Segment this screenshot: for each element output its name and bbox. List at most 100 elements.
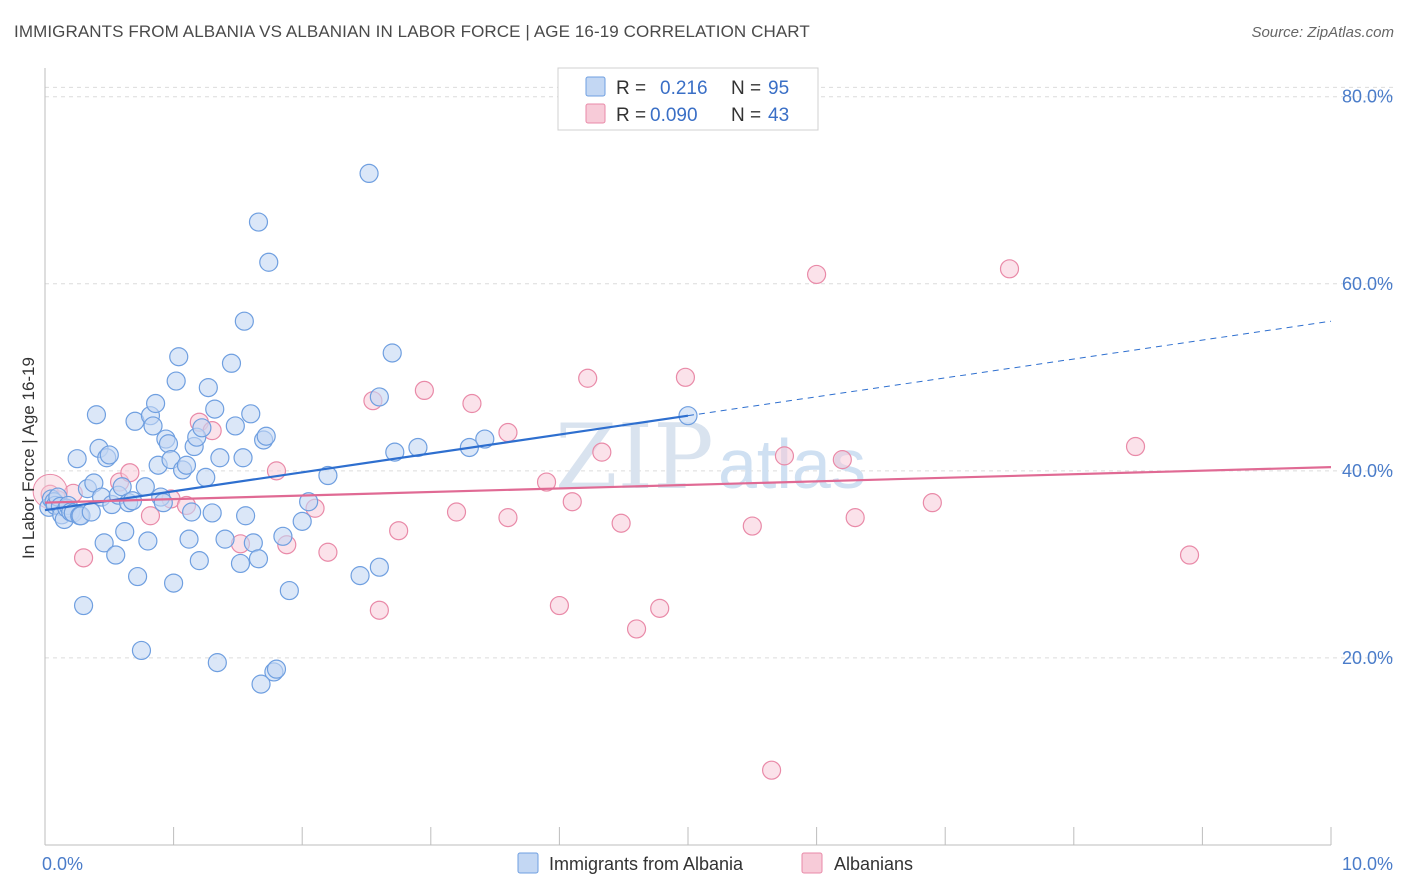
grid-lines: [45, 86, 1393, 659]
immigrants-point-26: [106, 545, 126, 565]
immigrants-point-55: [189, 551, 209, 571]
immigrants-point-56: [192, 418, 212, 438]
albanians-point-23: [498, 422, 518, 443]
immigrants-point-87: [475, 429, 495, 449]
albanians-point-42: [1179, 545, 1200, 565]
legend-r-value-2: 0.090: [650, 105, 698, 126]
immigrants-point-51: [179, 529, 199, 549]
immigrants-point-52: [182, 502, 202, 522]
immigrants-point-85: [408, 437, 428, 458]
immigrants-point-69: [241, 404, 261, 424]
y-tick-label-40: 40.0%: [1342, 461, 1393, 481]
albanians-point-18: [389, 521, 409, 541]
bottom-swatch-blue: [517, 852, 539, 874]
bottom-swatch-pink: [801, 852, 823, 874]
immigrants-point-22: [94, 533, 114, 553]
immigrants-trend-extension: [687, 320, 1332, 417]
immigrants-point-62: [210, 448, 230, 468]
immigrants-point-84: [385, 442, 405, 462]
immigrants-point-59: [202, 503, 222, 523]
albanians-trend-line: [44, 466, 1332, 504]
legend-r-label-1: R =: [616, 78, 646, 99]
albanians-point-26: [562, 492, 582, 512]
legend-r-label-2: R =: [616, 105, 646, 126]
immigrants-point-29: [115, 522, 135, 542]
immigrants-point-76: [273, 526, 293, 546]
immigrants-point-63: [215, 529, 235, 549]
immigrants-point-77: [279, 580, 299, 601]
immigrants-point-94: [251, 674, 271, 694]
trend-lines: [44, 320, 1332, 512]
immigrants-point-64: [221, 353, 242, 373]
albanians-point-15: [318, 542, 338, 562]
immigrants-point-71: [248, 549, 269, 569]
y-axis-label: In Labor Force | Age 16-19: [19, 357, 38, 559]
immigrants-point-35: [135, 477, 155, 497]
albanians-point-3: [73, 548, 94, 568]
immigrants-point-48: [169, 347, 189, 367]
albanians-point-40: [999, 259, 1020, 279]
immigrants-point-75: [266, 659, 287, 679]
albanians-point-21: [462, 393, 482, 414]
albanians-point-31: [650, 598, 670, 618]
y-tick-label-80: 80.0%: [1342, 87, 1393, 107]
albanians-point-35: [774, 446, 795, 466]
legend-swatch-blue: [585, 76, 606, 97]
immigrants-point-34: [131, 640, 152, 661]
albanians-point-24: [536, 472, 557, 492]
immigrants-point-66: [230, 553, 251, 574]
immigrants-point-73: [256, 426, 276, 446]
x-tick-label-max: 10.0%: [1342, 854, 1393, 874]
immigrants-point-60: [205, 399, 225, 419]
albanians-point-27: [578, 368, 598, 388]
source-credit: Source: ZipAtlas.com: [1251, 24, 1394, 41]
legend-n-value-1: 95: [768, 78, 789, 99]
legend-n-value-2: 43: [768, 105, 789, 126]
immigrants-point-36: [138, 531, 158, 551]
immigrants-point-93: [259, 252, 279, 272]
immigrants-point-44: [158, 434, 179, 454]
immigrants-point-38: [143, 416, 163, 436]
immigrants-point-24: [99, 445, 119, 465]
legend-n-label-2: N =: [731, 105, 761, 126]
immigrants-point-89: [234, 311, 254, 331]
y-tick-label-20: 20.0%: [1342, 648, 1393, 668]
immigrants-point-58: [198, 378, 218, 398]
albanians-point-32: [675, 367, 696, 387]
immigrants-point-15: [73, 595, 94, 616]
legend-swatch-pink: [585, 103, 606, 124]
immigrants-point-90: [359, 163, 379, 184]
albanians-point-41: [1125, 436, 1146, 457]
legend-n-label-1: N =: [731, 78, 761, 99]
immigrants-point-82: [369, 387, 389, 407]
albanians-point-19: [414, 380, 434, 401]
albanians-point-36: [806, 264, 827, 285]
immigrants-point-67: [233, 448, 253, 468]
bottom-legend-albanians: Albanians: [834, 854, 913, 874]
y-tick-label-60: 60.0%: [1342, 274, 1393, 294]
albanians-point-6: [140, 506, 161, 526]
immigrants-point-80: [318, 465, 338, 486]
immigrants-point-92: [369, 557, 389, 577]
immigrants-point-65: [225, 416, 245, 436]
immigrants-point-47: [166, 371, 186, 391]
albanians-point-20: [446, 502, 467, 522]
immigrants-point-81: [350, 566, 370, 586]
immigrants-trend-line: [44, 414, 689, 512]
albanians-point-33: [742, 516, 762, 536]
albanians-point-29: [611, 513, 631, 533]
albanians-point-30: [626, 619, 647, 639]
chart-title: IMMIGRANTS FROM ALBANIA VS ALBANIAN IN L…: [14, 22, 810, 41]
albanians-point-25: [549, 595, 570, 616]
immigrants-point-68: [236, 506, 256, 526]
bottom-legend-immigrants: Immigrants from Albania: [549, 854, 744, 874]
legend-r-value-1: 0.216: [660, 78, 708, 99]
albanians-point-34: [761, 760, 782, 780]
series-legend: Immigrants from Albania Albanians: [517, 852, 913, 874]
stats-legend: R = 0.216 N = 95 R = 0.090 N = 43: [557, 67, 819, 131]
immigrants-point-57: [196, 467, 216, 488]
immigrants-point-42: [153, 493, 173, 513]
immigrants-point-61: [207, 653, 227, 673]
immigrants-point-39: [145, 393, 166, 414]
